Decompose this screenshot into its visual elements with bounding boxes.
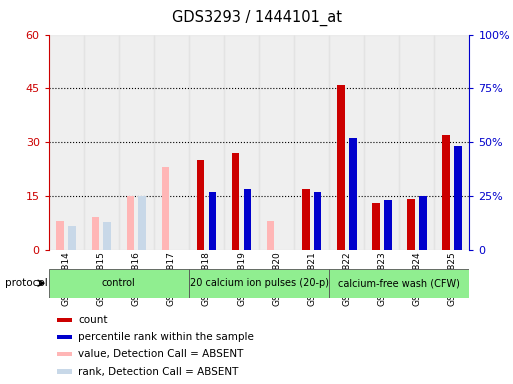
Bar <box>56 221 64 250</box>
Bar <box>232 153 240 250</box>
Bar <box>337 85 345 250</box>
Bar <box>49 35 84 250</box>
Bar <box>407 199 415 250</box>
Bar <box>209 192 216 250</box>
Text: count: count <box>78 314 108 325</box>
Bar <box>224 35 259 250</box>
Bar <box>302 189 309 250</box>
Bar <box>57 369 72 374</box>
Bar <box>189 269 329 298</box>
Bar <box>349 138 357 250</box>
Bar <box>314 192 322 250</box>
Bar <box>294 35 329 250</box>
Text: GDS3293 / 1444101_at: GDS3293 / 1444101_at <box>171 10 342 26</box>
Bar <box>399 35 435 250</box>
Bar <box>259 35 294 250</box>
Bar <box>57 335 72 339</box>
Bar <box>364 35 399 250</box>
Bar <box>196 160 204 250</box>
Text: protocol: protocol <box>5 278 48 288</box>
Bar <box>154 35 189 250</box>
Bar <box>372 203 380 250</box>
Bar <box>329 35 364 250</box>
Text: percentile rank within the sample: percentile rank within the sample <box>78 332 254 342</box>
Bar <box>189 35 224 250</box>
Bar <box>384 200 391 250</box>
Bar <box>267 221 274 250</box>
Text: calcium-free wash (CFW): calcium-free wash (CFW) <box>339 278 460 288</box>
Bar <box>127 196 134 250</box>
Bar <box>57 352 72 356</box>
Text: 20 calcium ion pulses (20-p): 20 calcium ion pulses (20-p) <box>190 278 328 288</box>
Bar <box>162 167 169 250</box>
Bar <box>454 146 462 250</box>
Bar <box>84 35 119 250</box>
Bar <box>139 196 146 250</box>
Text: rank, Detection Call = ABSENT: rank, Detection Call = ABSENT <box>78 366 239 377</box>
Bar <box>57 318 72 322</box>
Bar <box>91 217 99 250</box>
Bar <box>104 222 111 250</box>
Bar <box>442 135 450 250</box>
Bar <box>119 35 154 250</box>
Bar <box>435 35 469 250</box>
Bar <box>68 226 76 250</box>
Bar <box>49 269 189 298</box>
Bar <box>244 189 251 250</box>
Text: control: control <box>102 278 136 288</box>
Text: value, Detection Call = ABSENT: value, Detection Call = ABSENT <box>78 349 244 359</box>
Bar <box>329 269 469 298</box>
Bar <box>419 196 427 250</box>
